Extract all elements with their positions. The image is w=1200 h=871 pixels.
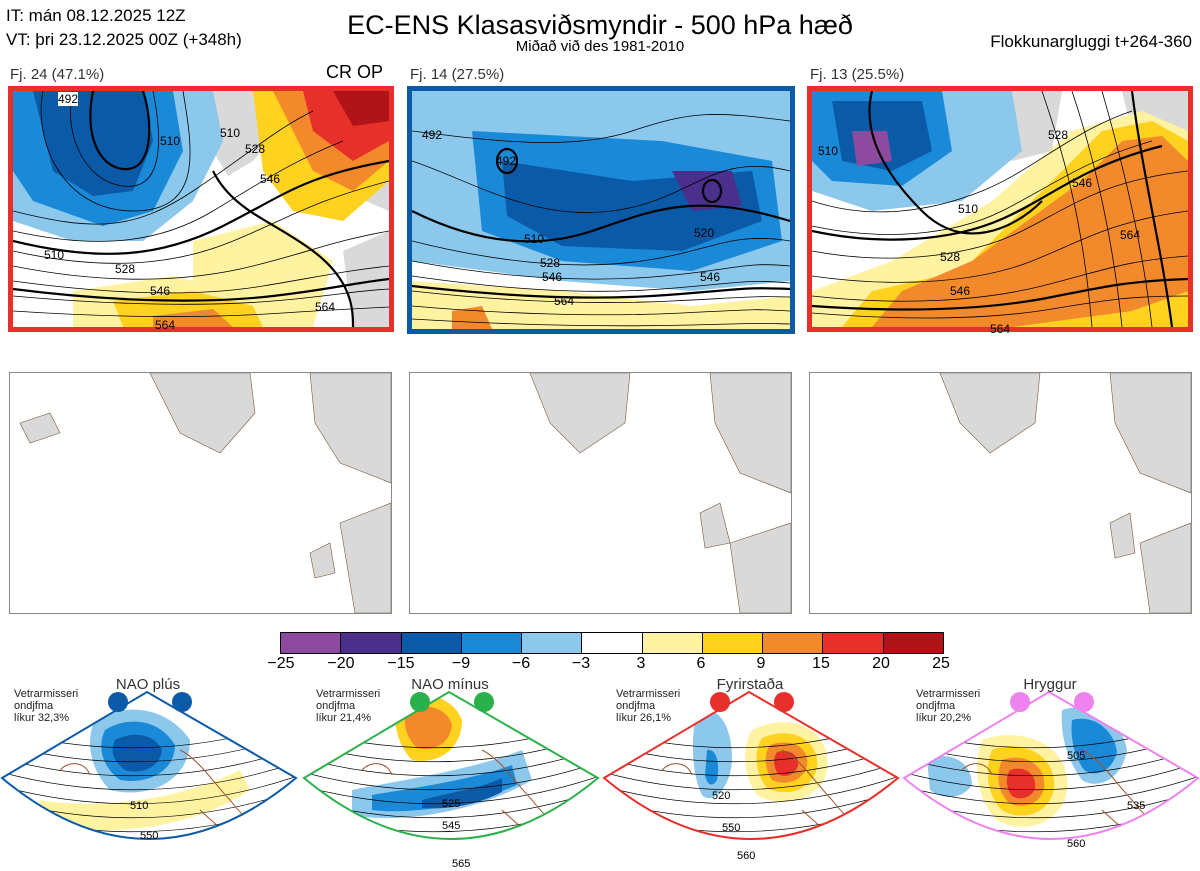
regime-sector-map xyxy=(602,690,900,840)
c2-contour-label: 546 xyxy=(700,270,721,284)
regime-marker-dot xyxy=(710,692,730,712)
c3-contour-label: 510 xyxy=(958,202,979,216)
cluster-3-map xyxy=(807,86,1193,332)
colorbar-segment xyxy=(460,633,522,653)
regime-contour-label: 525 xyxy=(442,798,461,810)
regime-note: Vetrarmisseri ondjfma líkur 20,2% xyxy=(916,688,981,724)
c2-contour-label: 492 xyxy=(496,154,517,168)
colorbar-tick-label: −15 xyxy=(387,655,415,672)
regime-marker-dot xyxy=(108,692,128,712)
regime-contour-label: 510 xyxy=(130,800,149,812)
c1-contour-label: 564 xyxy=(155,318,176,332)
regime-contour-label: 565 xyxy=(452,858,471,870)
c3-contour-label: 546 xyxy=(950,284,971,298)
valid-time: VT: þri 23.12.2025 00Z (+348h) xyxy=(6,30,242,49)
regime-title: Hryggur xyxy=(1023,676,1077,693)
colorbar-segment xyxy=(400,633,461,653)
c1-contour-label: 528 xyxy=(245,142,266,156)
regime-contour-label: 535 xyxy=(1127,800,1146,812)
init-time: IT: mán 08.12.2025 12Z xyxy=(6,6,186,25)
regime-contour-label: 545 xyxy=(442,820,461,832)
regime-marker-dot xyxy=(1010,692,1030,712)
empty-map-1 xyxy=(9,372,392,614)
regime-marker-dot xyxy=(774,692,794,712)
colorbar-segment xyxy=(521,633,582,653)
empty-map-2 xyxy=(409,372,792,614)
colorbar-tick-label: 25 xyxy=(932,655,950,672)
colorbar-segment xyxy=(882,633,943,653)
colorbar-tick-label: −25 xyxy=(267,655,295,672)
colorbar xyxy=(280,632,944,654)
colorbar-tick-label: 20 xyxy=(872,655,890,672)
regime-marker-dot xyxy=(474,692,494,712)
regime-note: Vetrarmisseri ondjfma líkur 21,4% xyxy=(316,688,381,724)
c3-contour-label: 564 xyxy=(1120,228,1141,242)
colorbar-segment xyxy=(701,633,763,653)
colorbar-tick-label: 3 xyxy=(636,655,646,672)
c1-contour-label: 510 xyxy=(44,248,65,262)
colorbar-segment xyxy=(581,633,642,653)
colorbar-tick-label: −6 xyxy=(511,655,531,672)
c3-contour-label: 564 xyxy=(990,322,1011,336)
regime-contour-label: 505 xyxy=(1067,750,1086,762)
c3-contour-label: 528 xyxy=(940,250,961,264)
colorbar-segment xyxy=(762,633,823,653)
regime-note: Vetrarmisseri ondjfma líkur 32,3% xyxy=(14,688,79,724)
regime-contour-label: 550 xyxy=(140,830,159,842)
colorbar-segment xyxy=(340,633,401,653)
c2-contour-label: 492 xyxy=(422,128,443,142)
regime-title: NAO mínus xyxy=(411,676,489,693)
colorbar-tick-label: −9 xyxy=(451,655,471,672)
c2-contour-label: 528 xyxy=(540,256,561,270)
regime-marker-dot xyxy=(410,692,430,712)
colorbar-segment xyxy=(822,633,883,653)
regime-marker-dot xyxy=(1074,692,1094,712)
regime-title: Fyrirstaða xyxy=(716,676,784,693)
c1-contour-label: 546 xyxy=(150,284,171,298)
c3-contour-label: 546 xyxy=(1072,176,1093,190)
c2-contour-label: 546 xyxy=(542,270,563,284)
c1-contour-label: 492 xyxy=(58,92,79,106)
regime-title: NAO plús xyxy=(115,676,181,693)
colorbar-tick-label: 15 xyxy=(812,655,830,672)
c1-contour-label: 510 xyxy=(220,126,241,140)
regime-sector-map xyxy=(302,690,600,840)
colorbar-tick-label: −20 xyxy=(327,655,355,672)
page-subtitle: Miðað við des 1981-2010 xyxy=(515,38,685,55)
colorbar-tick-label: −3 xyxy=(571,655,591,672)
c2-contour-label: 564 xyxy=(554,294,575,308)
c2-contour-label: 510 xyxy=(524,232,545,246)
cluster-1-label: Fj. 24 (47.1%) xyxy=(10,66,105,83)
regime-contour-label: 560 xyxy=(1067,838,1086,850)
cluster-2-map xyxy=(407,86,795,334)
c2-contour-label: 520 xyxy=(694,226,715,240)
c3-contour-label: 510 xyxy=(818,144,839,158)
c1-contour-label: 564 xyxy=(315,300,336,314)
colorbar-segment xyxy=(641,633,702,653)
cluster-2-label: Fj. 14 (27.5%) xyxy=(410,66,505,83)
colorbar-tick-label: 6 xyxy=(696,655,706,672)
colorbar-tick-label: 9 xyxy=(756,655,766,672)
regime-contour-label: 550 xyxy=(722,822,741,834)
regime-contour-label: 560 xyxy=(737,850,756,862)
c1-contour-label: 546 xyxy=(260,172,281,186)
cluster-3-label: Fj. 13 (25.5%) xyxy=(810,66,905,83)
c1-contour-label: 510 xyxy=(160,134,181,148)
c1-contour-label: 528 xyxy=(115,262,136,276)
regime-sector-map xyxy=(902,690,1200,840)
classification-window: Flokkunargluggi t+264-360 xyxy=(990,32,1192,51)
empty-map-3 xyxy=(809,372,1192,614)
cluster-1-tag: CR OP xyxy=(326,62,384,82)
regime-marker-dot xyxy=(172,692,192,712)
colorbar-segment xyxy=(281,633,341,653)
regime-contour-label: 520 xyxy=(712,790,731,802)
regime-note: Vetrarmisseri ondjfma líkur 26,1% xyxy=(616,688,681,724)
regime-sector-map xyxy=(0,690,298,840)
cluster-1-map xyxy=(8,86,394,332)
c3-contour-label: 528 xyxy=(1048,128,1069,142)
page-title: EC-ENS Klasasviðsmyndir - 500 hPa hæð xyxy=(347,10,853,40)
